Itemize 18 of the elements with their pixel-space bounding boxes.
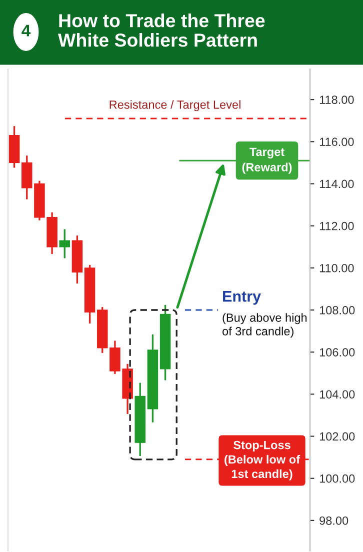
y-tick-label: 106.00 — [320, 348, 355, 356]
y-tick-label: 116.00 — [320, 138, 354, 146]
y-tick-label: 108.00 — [320, 306, 355, 314]
y-tick-label: 102.00 — [320, 432, 355, 441]
text: 4 — [22, 24, 31, 36]
candlestick — [59, 229, 70, 258]
y-tick-label: 110.00 — [320, 264, 354, 272]
chart-title: How to Trade the Three White Soldiers Pattern — [58, 14, 265, 47]
y-tick-label: 114.00 — [320, 180, 354, 188]
annotation: (Buy above high of 3rd candle) — [222, 313, 307, 338]
y-tick-label: 104.00 — [320, 390, 355, 399]
ref-line-label: Resistance / Target Level — [110, 100, 240, 112]
y-tick-label: 112.00 — [320, 222, 354, 230]
y-tick-label: 100.00 — [320, 474, 355, 483]
ref-line-label: Entry — [223, 291, 261, 305]
y-tick-label: 118.00 — [320, 96, 354, 104]
ref-line-label: Target (Reward) — [242, 148, 292, 174]
y-tick-label: 98.00 — [320, 516, 348, 525]
